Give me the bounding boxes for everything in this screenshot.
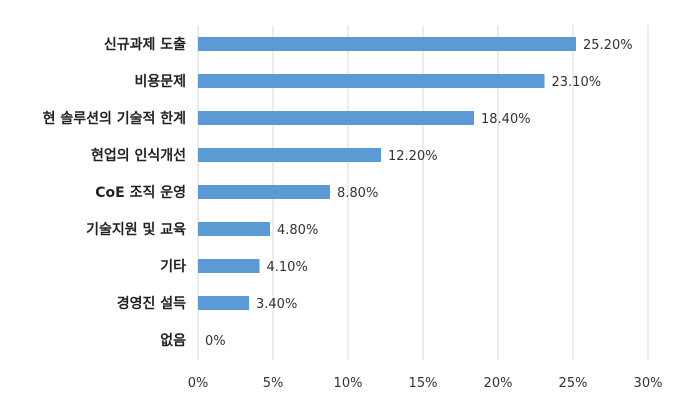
data-label: 25.20% — [583, 38, 633, 53]
data-labels: 25.20% 23.10% 18.40% 12.20% 8.80% 4.80% 4.10% 3… — [205, 38, 633, 349]
bar — [198, 259, 260, 273]
x-tick-label: 10% — [334, 376, 363, 391]
x-axis-ticks: 0% 5% 10% 15% 20% 25% 30% — [188, 376, 663, 391]
bar — [198, 185, 330, 199]
bar — [198, 74, 545, 88]
data-label: 0% — [205, 334, 226, 349]
data-label: 18.40% — [481, 112, 531, 127]
data-label: 4.10% — [267, 260, 308, 275]
data-label: 4.80% — [277, 223, 318, 238]
category-label: 현업의 인식개선 — [91, 147, 186, 164]
data-label: 23.10% — [552, 75, 602, 90]
x-tick-label: 0% — [188, 376, 209, 391]
x-tick-label: 20% — [484, 376, 513, 391]
bar — [198, 111, 474, 125]
data-label: 12.20% — [388, 149, 438, 164]
category-label: 비용문제 — [134, 74, 186, 90]
data-label: 3.40% — [256, 297, 297, 312]
category-label: 기타 — [160, 259, 186, 275]
data-label: 8.80% — [337, 186, 378, 201]
x-tick-label: 30% — [634, 376, 663, 391]
category-label: 없음 — [160, 333, 186, 349]
x-tick-label: 5% — [263, 376, 284, 391]
category-label: 기술지원 및 교육 — [86, 221, 186, 238]
x-tick-label: 15% — [409, 376, 438, 391]
bar — [198, 222, 270, 236]
category-label: CoE 조직 운영 — [95, 184, 186, 201]
category-label: 신규과제 도출 — [104, 36, 186, 53]
x-tick-label: 25% — [559, 376, 588, 391]
category-label: 현 솔루션의 기술적 한계 — [43, 110, 186, 127]
category-label: 경영진 설득 — [117, 295, 186, 312]
bar — [198, 37, 576, 51]
bar — [198, 148, 381, 162]
bars — [198, 37, 576, 310]
bar — [198, 296, 249, 310]
